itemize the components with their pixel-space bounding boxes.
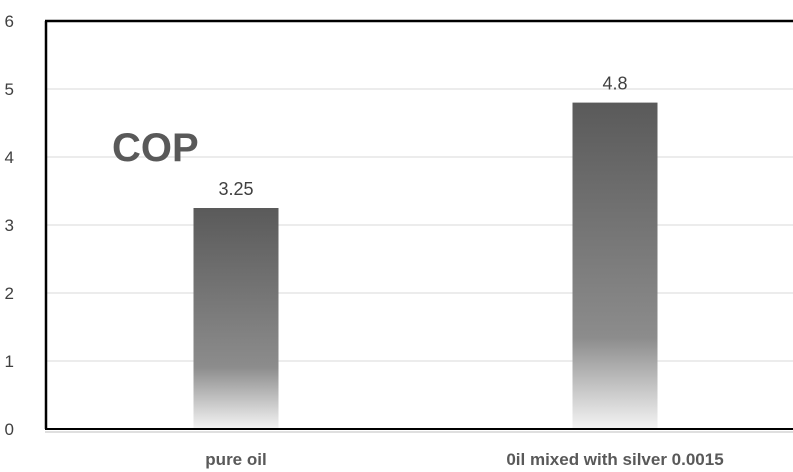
data-label: 3.25 (218, 179, 253, 199)
y-tick-label: 0 (5, 420, 14, 439)
y-tick-label: 5 (5, 80, 14, 99)
y-tick-label: 1 (5, 352, 14, 371)
y-tick-label: 4 (5, 148, 14, 167)
bars (193, 102, 658, 429)
category-label: pure oil (205, 450, 266, 469)
axes (44, 19, 793, 433)
y-tick-label: 2 (5, 284, 14, 303)
data-label: 4.8 (602, 74, 627, 94)
y-tick-label: 3 (5, 216, 14, 235)
gridlines (46, 20, 793, 362)
bar (572, 102, 658, 429)
labels: 3.25 pure oil 4.8 0il mixed with silver 0.0… (205, 74, 723, 469)
chart-title: COP (112, 126, 199, 170)
bar (193, 208, 279, 429)
y-tick-label: 6 (5, 12, 14, 31)
category-label: 0il mixed with silver 0.0015 (506, 450, 723, 469)
y-axis-ticks: 0 1 2 3 4 5 6 (5, 12, 14, 439)
